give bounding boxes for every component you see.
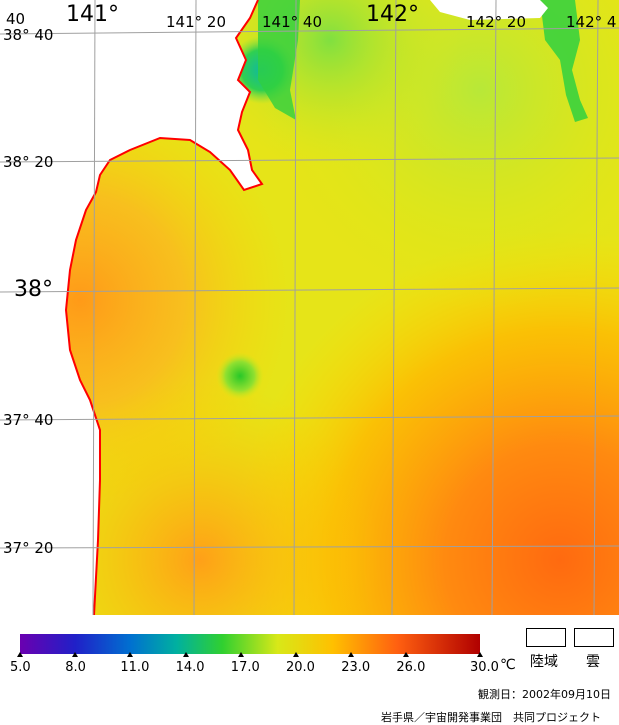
graticule	[0, 0, 619, 615]
lon-label-141: 141°	[66, 2, 119, 27]
colorbar-tick-mark	[127, 652, 134, 657]
colorbar-tick-mark	[72, 652, 79, 657]
green-streak-northeast	[540, 0, 588, 122]
colorbar-tick-label: 30.0	[470, 660, 499, 675]
colorbar-tick-mark	[403, 652, 410, 657]
lon-label-142-20: 142° 20	[466, 13, 526, 31]
sst-map	[0, 0, 619, 615]
land-area	[0, 0, 262, 615]
unit-label: ℃	[500, 657, 516, 673]
colorbar-tick-mark	[17, 652, 23, 657]
coastline	[64, 0, 264, 615]
lon-label-141-20: 141° 20	[166, 13, 226, 31]
corner-label: 40	[6, 10, 26, 28]
colorbar-tick-mark	[477, 652, 483, 657]
colorbar-tick-label: 5.0	[10, 660, 31, 675]
land-label: 陸域	[530, 654, 558, 670]
colorbar-tick-label: 26.0	[396, 660, 426, 675]
colorbar-tick-mark	[348, 652, 355, 657]
cloud-area-northeast	[430, 0, 548, 20]
colorbar-tick-label: 14.0	[175, 660, 205, 675]
colorbar-tick-mark	[237, 652, 244, 657]
colorbar-tick-mark	[293, 652, 299, 657]
cold-spot	[216, 352, 264, 400]
colorbar-tick-label: 11.0	[120, 660, 150, 675]
lon-label-142-40: 142° 4	[566, 13, 617, 31]
lat-label-38-20: 38° 20	[3, 153, 54, 171]
colorbar-tick-label: 17.0	[230, 660, 260, 675]
colorbar-tick-label: 8.0	[65, 660, 86, 675]
lon-label-142: 142°	[366, 2, 419, 27]
observation-date: 観測日：2002年09月10日	[478, 688, 611, 701]
green-streak-north	[258, 0, 300, 120]
lat-label-38-40: 38° 40	[3, 26, 54, 44]
lat-label-38: 38°	[14, 277, 53, 302]
lat-label-37-20: 37° 20	[3, 539, 54, 557]
colorbar-tick-label: 20.0	[286, 660, 315, 675]
colorbar-tick-mark	[182, 652, 189, 657]
lat-label-37-40: 37° 40	[3, 411, 54, 429]
cloud-swatch	[574, 628, 614, 647]
land-swatch	[526, 628, 566, 647]
cloud-label: 雲	[586, 654, 600, 670]
lon-label-141-40: 141° 40	[262, 13, 322, 31]
credit-text: 岩手県／宇宙開発事業団 共同プロジェクト	[381, 711, 601, 724]
temperature-colorbar	[20, 634, 480, 654]
colorbar-tick-label: 23.0	[341, 660, 371, 675]
